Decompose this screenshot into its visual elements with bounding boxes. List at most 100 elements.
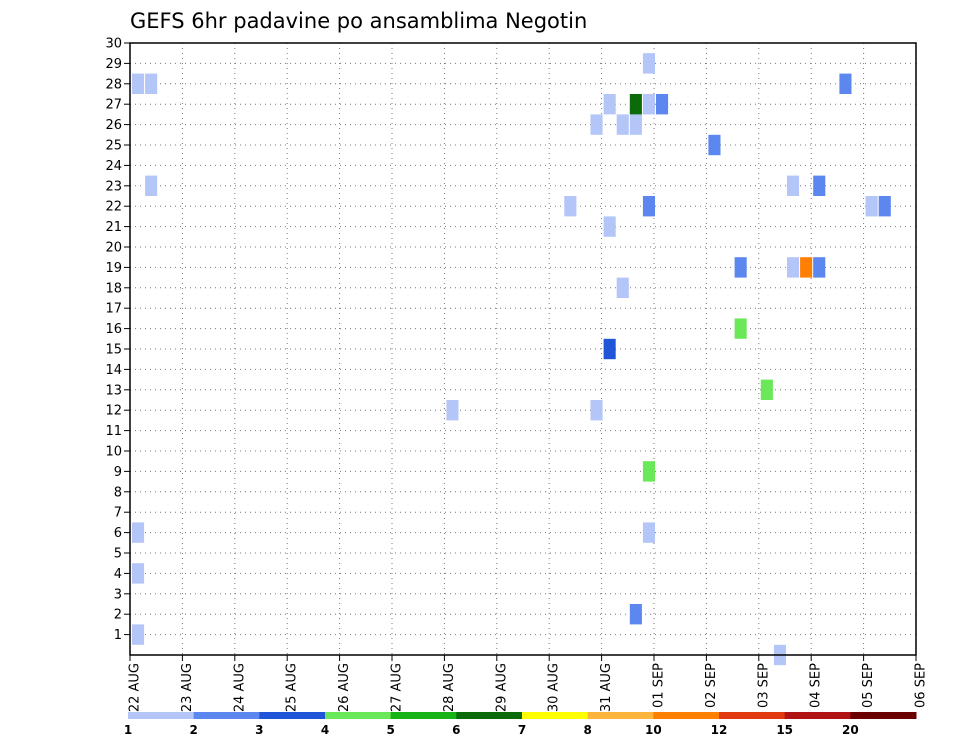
data-cell <box>839 73 852 94</box>
data-cell <box>590 400 603 421</box>
y-tick-label: 12 <box>105 404 122 419</box>
chart-title: GEFS 6hr padavine po ansamblima Negotin <box>130 9 587 33</box>
legend-swatch <box>850 712 917 719</box>
y-tick-label: 16 <box>105 322 122 337</box>
data-cell <box>564 196 577 217</box>
y-tick-label: 23 <box>105 179 122 194</box>
data-cell <box>813 175 826 196</box>
y-tick-label: 21 <box>105 220 122 235</box>
x-tick-label: 04 SEP <box>809 663 824 708</box>
legend-swatch <box>587 712 654 719</box>
data-cell <box>642 461 655 482</box>
data-cell <box>132 624 145 645</box>
y-tick-label: 15 <box>105 343 122 358</box>
y-tick-label: 24 <box>105 159 122 174</box>
y-tick-label: 28 <box>105 77 122 92</box>
x-tick-label: 26 AUG <box>337 663 352 712</box>
data-cell <box>800 257 813 278</box>
y-tick-label: 13 <box>105 383 122 398</box>
y-tick-label: 26 <box>105 118 122 133</box>
y-tick-label: 4 <box>114 567 122 582</box>
x-tick-label: 03 SEP <box>756 663 771 708</box>
legend-swatch <box>784 712 851 719</box>
x-tick-label: 31 AUG <box>599 663 614 712</box>
grid-lines <box>130 43 916 655</box>
y-tick-label: 17 <box>105 302 122 317</box>
data-cell <box>760 379 773 400</box>
legend-swatch <box>325 712 392 719</box>
x-tick-label: 24 AUG <box>232 663 247 712</box>
x-tick-label: 28 AUG <box>442 663 457 712</box>
data-cell <box>616 114 629 135</box>
y-tick-label: 7 <box>114 506 122 521</box>
data-cell <box>734 257 747 278</box>
x-tick-label: 23 AUG <box>180 663 195 712</box>
data-cells <box>132 53 891 666</box>
data-cell <box>145 175 158 196</box>
data-cell <box>708 134 721 156</box>
y-axis: 1234567891011121314151617181920212223242… <box>105 37 130 643</box>
y-tick-label: 19 <box>105 261 122 276</box>
y-tick-label: 11 <box>105 424 122 439</box>
data-cell <box>787 257 800 278</box>
data-cell <box>132 563 145 584</box>
data-cell <box>603 216 616 237</box>
y-tick-label: 3 <box>114 587 122 602</box>
data-cell <box>878 196 891 217</box>
legend-label: 12 <box>711 723 728 737</box>
legend-swatch <box>456 712 523 719</box>
color-legend: 1 2 3 4 5 6 7 8 10 12 15 20 <box>124 712 917 737</box>
x-tick-label: 25 AUG <box>285 663 300 712</box>
x-tick-label: 22 AUG <box>128 663 143 712</box>
x-tick-label: 01 SEP <box>652 663 667 708</box>
data-cell <box>642 53 655 74</box>
data-cell <box>642 196 655 217</box>
data-cell <box>446 400 459 421</box>
data-cell <box>629 114 642 135</box>
legend-swatch <box>128 712 195 719</box>
plot-frame <box>129 42 917 656</box>
y-tick-label: 1 <box>114 628 122 643</box>
y-tick-label: 29 <box>105 57 122 72</box>
y-tick-label: 18 <box>105 281 122 296</box>
y-tick-label: 6 <box>114 526 122 541</box>
x-tick-label: 02 SEP <box>704 663 719 708</box>
y-tick-label: 9 <box>114 465 122 480</box>
legend-swatch <box>259 712 326 719</box>
x-tick-label: 06 SEP <box>914 663 929 708</box>
legend-swatch <box>193 712 260 719</box>
y-tick-label: 20 <box>105 241 122 256</box>
x-tick-label: 30 AUG <box>547 663 562 712</box>
data-cell <box>734 318 747 339</box>
x-tick-label: 05 SEP <box>861 663 876 708</box>
x-tick-label: 29 AUG <box>494 663 509 712</box>
legend-label: 3 <box>255 723 263 737</box>
y-tick-label: 22 <box>105 200 122 215</box>
y-tick-label: 27 <box>105 98 122 113</box>
y-tick-label: 2 <box>114 608 122 623</box>
legend-label: 7 <box>518 723 526 737</box>
legend-swatch <box>653 712 720 719</box>
data-cell <box>813 257 826 278</box>
data-cell <box>642 94 655 115</box>
x-tick-label: 27 AUG <box>390 663 405 712</box>
legend-label: 15 <box>776 723 793 737</box>
legend-label: 1 <box>124 723 132 737</box>
legend-label: 20 <box>842 723 859 737</box>
legend-swatch <box>390 712 457 719</box>
data-cell <box>642 522 655 543</box>
legend-label: 2 <box>189 723 197 737</box>
data-cell <box>603 338 616 360</box>
y-tick-label: 10 <box>105 445 122 460</box>
x-axis: 22 AUG 23 AUG 24 AUG 25 AUG 26 AUG 27 AUG 28 A… <box>128 655 929 712</box>
legend-label: 6 <box>452 723 460 737</box>
legend-label: 10 <box>645 723 662 737</box>
y-tick-label: 8 <box>114 485 122 500</box>
data-cell <box>616 277 629 298</box>
data-cell <box>787 175 800 196</box>
legend-swatch <box>719 712 786 719</box>
legend-swatch <box>522 712 589 719</box>
data-cell <box>132 73 145 94</box>
data-cell <box>629 94 642 115</box>
